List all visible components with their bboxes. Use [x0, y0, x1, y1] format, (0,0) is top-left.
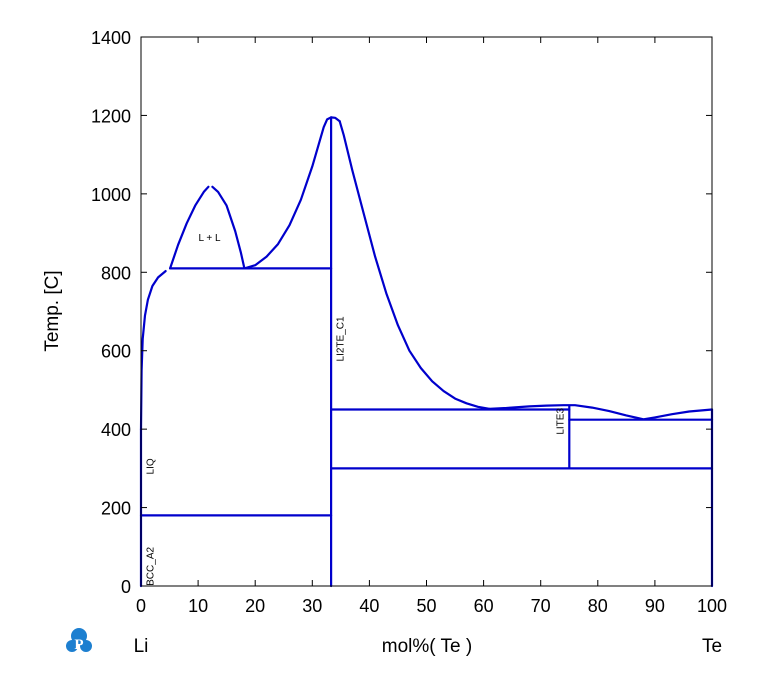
x-tick-label: 80 — [588, 596, 608, 616]
logo-letter: P — [74, 637, 83, 653]
phase-label: LIQ — [146, 458, 157, 474]
phase-label: LITE3 — [556, 408, 567, 435]
y-axis-title: Temp. [C] — [42, 270, 63, 351]
x-tick-label: 0 — [136, 596, 146, 616]
phase-boundaries — [139, 116, 714, 588]
y-tick-label: 800 — [101, 263, 131, 283]
curve-liquidus-li2te-right — [338, 120, 491, 410]
y-tick-label: 1400 — [91, 28, 131, 48]
curve-miscibility-gap-right — [211, 185, 246, 270]
y-tick-label: 0 — [121, 577, 131, 597]
phase-label: L + L — [198, 233, 221, 244]
x-tick-label: 60 — [474, 596, 494, 616]
right-element-label: Te — [702, 636, 722, 657]
left-element-label: Li — [134, 636, 149, 657]
x-tick-label: 100 — [697, 596, 727, 616]
app-logo-icon: P — [66, 628, 92, 653]
x-tick-label: 40 — [359, 596, 379, 616]
curve-liquidus-te-rich — [488, 404, 714, 421]
axis-ticks: 0 10 20 30 40 50 60 70 80 90 100020040060080010001… — [91, 28, 727, 616]
x-tick-label: 20 — [245, 596, 265, 616]
y-tick-label: 1000 — [91, 185, 131, 205]
x-tick-label: 30 — [302, 596, 322, 616]
x-tick-label: 50 — [416, 596, 436, 616]
y-tick-label: 400 — [101, 420, 131, 440]
curve-liquidus-li-side — [139, 270, 167, 431]
y-tick-label: 600 — [101, 342, 131, 362]
phase-label: BCC_A2 — [146, 547, 157, 586]
phase-labels: L + L LI2TE_C1 LIQ BCC_A2 LITE3 — [146, 233, 567, 586]
y-tick-label: 200 — [101, 499, 131, 519]
phase-label: LI2TE_C1 — [336, 316, 347, 361]
x-axis-title: mol%( Te ) — [382, 636, 472, 657]
curve-miscibility-gap-left — [169, 185, 210, 270]
x-tick-label: 10 — [188, 596, 208, 616]
y-tick-label: 1200 — [91, 106, 131, 126]
plot-frame — [140, 36, 713, 587]
curve-liquidus-li2te-left — [243, 116, 341, 270]
x-tick-label: 90 — [645, 596, 665, 616]
x-tick-label: 70 — [531, 596, 551, 616]
